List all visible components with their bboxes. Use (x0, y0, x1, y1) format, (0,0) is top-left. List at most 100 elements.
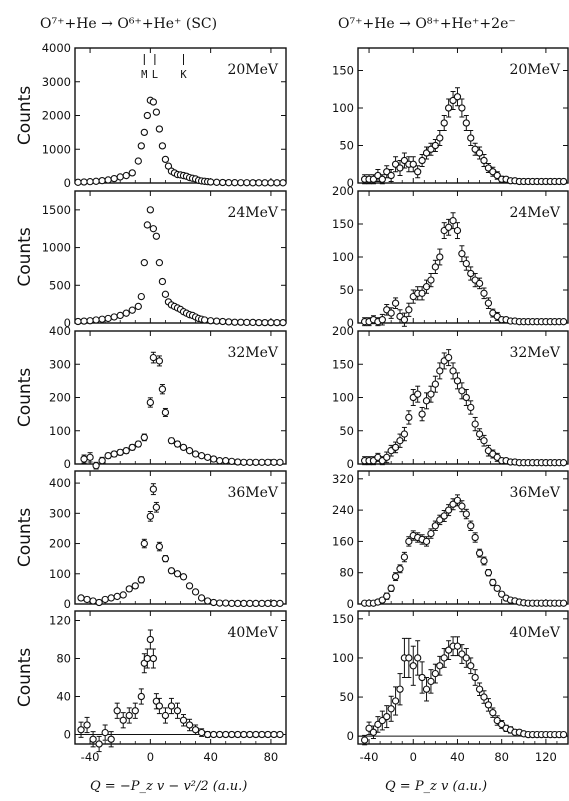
data-point (258, 730, 266, 739)
right-x-axis-label: Q = P_z v (a.u.) (385, 779, 487, 794)
data-point (249, 318, 257, 327)
y-tick-label: 200 (49, 391, 71, 405)
data-point (210, 455, 218, 463)
data-point (161, 290, 170, 298)
data-point (74, 317, 82, 326)
data-point (264, 599, 272, 608)
data-point (203, 453, 212, 461)
panel-frame (357, 610, 569, 745)
data-point (137, 292, 145, 301)
data-point (122, 309, 130, 317)
data-point (149, 98, 158, 106)
data-point (222, 457, 230, 465)
data-point (422, 537, 431, 546)
y-tick-label: 50 (339, 424, 354, 438)
data-point (89, 597, 97, 605)
y-tick-label: 50 (339, 690, 354, 704)
data-point (137, 142, 145, 150)
data-point (149, 485, 158, 493)
data-point (279, 179, 287, 187)
data-point (161, 555, 170, 563)
y-tick-label: 100 (332, 391, 354, 405)
y-tick-label: 4000 (42, 41, 71, 55)
data-point (431, 669, 440, 678)
data-point (449, 500, 457, 508)
data-point (137, 576, 145, 584)
data-point (167, 702, 176, 710)
data-point (197, 594, 206, 602)
y-tick-label: 0 (64, 728, 71, 742)
data-point (387, 584, 395, 593)
y-tick-label: 320 (332, 472, 354, 486)
data-point (240, 599, 248, 608)
data-point (146, 512, 155, 520)
y-axis-label: Counts (15, 508, 35, 567)
data-point (444, 104, 453, 112)
data-point (489, 578, 497, 587)
panel-right-24MeV: 0 50 100 150 200 24MeV (332, 184, 569, 330)
data-point (489, 709, 497, 717)
data-point (252, 730, 260, 739)
data-point (427, 529, 435, 538)
data-point (475, 149, 484, 157)
data-point (475, 549, 484, 557)
data-point (161, 711, 170, 720)
data-point (559, 318, 568, 326)
data-point (86, 317, 94, 325)
data-point (414, 390, 422, 398)
shell-label: L (152, 69, 158, 81)
data-point (405, 306, 413, 314)
data-point (418, 410, 426, 418)
data-point (128, 169, 136, 177)
y-tick-label: 3000 (42, 75, 71, 89)
y-tick-label: 2000 (42, 109, 71, 123)
data-point (270, 458, 278, 466)
data-point (155, 542, 164, 551)
data-point (444, 223, 453, 231)
data-point (471, 533, 479, 542)
data-point (431, 263, 440, 271)
y-axis-label: Counts (15, 368, 35, 427)
data-point (86, 177, 94, 186)
data-point (104, 176, 112, 184)
y-tick-label: 0 (64, 176, 71, 190)
data-point (480, 289, 488, 297)
energy-label: 32MeV (227, 345, 278, 361)
data-point (559, 459, 568, 467)
data-point (418, 156, 426, 165)
energy-label: 20MeV (509, 62, 560, 78)
y-tick-label: 1500 (42, 203, 71, 217)
data-point (422, 397, 431, 405)
energy-label: 20MeV (227, 62, 278, 78)
data-point (191, 726, 200, 734)
data-point (101, 728, 109, 737)
data-point (146, 398, 155, 407)
data-point (128, 306, 136, 314)
y-tick-label: 100 (49, 567, 71, 581)
data-point (231, 179, 239, 187)
data-point (480, 437, 488, 445)
y-tick-label: 80 (56, 652, 71, 666)
x-tick-label: 80 (264, 750, 279, 764)
data-point (273, 179, 281, 187)
data-point (264, 730, 272, 739)
data-point (383, 453, 391, 461)
data-point (267, 179, 275, 187)
data-point (440, 119, 448, 127)
data-point (98, 176, 106, 185)
data-point (431, 522, 440, 530)
data-point (449, 217, 457, 225)
data-point (396, 685, 404, 693)
data-point (436, 367, 444, 375)
data-point (216, 599, 224, 607)
y-tick-label: 160 (332, 534, 354, 548)
data-point (261, 318, 269, 327)
energy-label: 40MeV (509, 625, 560, 641)
y-tick-label: 80 (339, 566, 354, 580)
y-tick-label: 0 (347, 176, 354, 190)
data-point (197, 728, 206, 737)
data-point (155, 259, 164, 267)
right-column-title: O⁷⁺+He → O⁸⁺+He⁺+2e⁻ (338, 16, 516, 32)
data-point (444, 353, 453, 362)
y-tick-label: 0 (347, 597, 354, 611)
